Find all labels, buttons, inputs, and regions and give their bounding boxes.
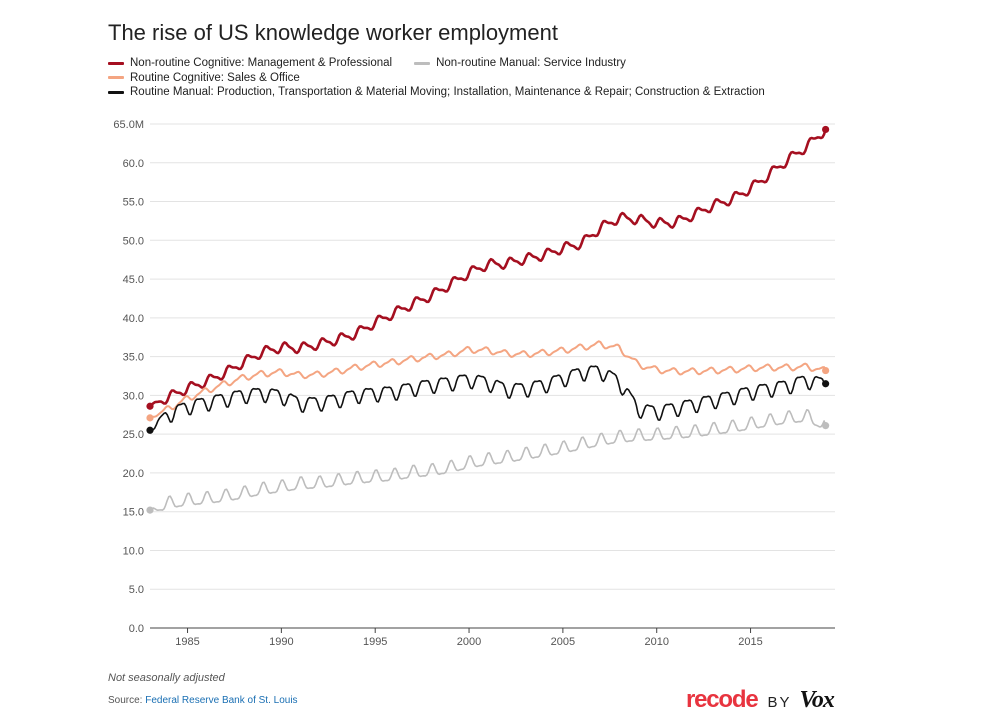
legend-label-routine-cognitive: Routine Cognitive: Sales & Office (130, 71, 300, 84)
legend-label-nonroutine-cognitive: Non-routine Cognitive: Management & Prof… (130, 57, 393, 70)
source-link[interactable]: Federal Reserve Bank of St. Louis (145, 695, 298, 706)
recode-logo: recode (686, 686, 759, 713)
y-tick-label: 40.0 (123, 313, 144, 325)
x-axis: 1985 1990 1995 2000 2005 2010 2015 (175, 628, 763, 648)
legend-label-routine-manual: Routine Manual: Production, Transportati… (130, 86, 765, 99)
series-lines (149, 129, 827, 511)
x-tick-label: 1990 (269, 636, 293, 648)
y-tick-label: 55.0 (123, 197, 144, 209)
chart-title: The rise of US knowledge worker employme… (108, 20, 558, 45)
x-tick-label: 2010 (644, 636, 668, 648)
legend-entry-routine-manual: Routine Manual: Production, Transportati… (108, 85, 765, 99)
y-tick-label: 0.0 (129, 623, 144, 635)
y-tick-label: 65.0M (113, 119, 144, 131)
x-tick-label: 2015 (738, 636, 762, 648)
series-line-3 (149, 365, 827, 432)
series-line-0 (149, 129, 827, 408)
y-tick-label: 5.0 (129, 584, 144, 596)
vox-logo: Vox (799, 687, 835, 713)
chart-legend: Non-routine Cognitive: Management & Prof… (108, 56, 787, 100)
series-start-point-1 (146, 506, 154, 514)
brand-by: BY (767, 694, 792, 711)
y-tick-label: 60.0 (123, 158, 144, 170)
legend-entry-nonroutine-cognitive: Non-routine Cognitive: Management & Prof… (108, 56, 392, 70)
legend-swatch-nonroutine-cognitive (108, 61, 124, 65)
y-tick-label: 50.0 (123, 235, 144, 247)
series-end-point-1 (822, 422, 830, 430)
y-tick-label: 15.0 (123, 507, 144, 519)
series-end-point-0 (822, 125, 830, 134)
legend-row-1: Non-routine Cognitive: Management & Prof… (108, 56, 787, 71)
x-tick-label: 2005 (551, 636, 575, 648)
y-tick-label: 10.0 (123, 545, 144, 557)
y-tick-label: 45.0 (123, 274, 144, 286)
series-start-point-2 (146, 414, 154, 422)
legend-row-3: Routine Manual: Production, Transportati… (108, 85, 787, 100)
legend-swatch-routine-manual (108, 90, 124, 94)
series-end-point-3 (822, 380, 830, 388)
y-tick-label: 35.0 (123, 352, 144, 364)
legend-entry-routine-cognitive: Routine Cognitive: Sales & Office (108, 71, 300, 85)
series-endpoints (146, 125, 830, 514)
series-start-point-0 (146, 402, 154, 410)
series-line-2 (149, 340, 827, 419)
legend-entry-nonroutine-manual: Non-routine Manual: Service Industry (414, 56, 626, 70)
legend-swatch-nonroutine-manual (414, 61, 431, 65)
series-end-point-2 (822, 366, 830, 375)
x-tick-label: 2000 (457, 636, 481, 648)
y-tick-label: 25.0 (123, 429, 144, 441)
series-line-1 (149, 409, 827, 511)
series-start-point-3 (146, 426, 154, 434)
chart-source: Source: Federal Reserve Bank of St. Loui… (108, 695, 298, 706)
x-tick-label: 1985 (175, 636, 199, 648)
y-axis: 65.0M 60.0 55.0 50.0 45.0 40.0 35.0 30.0 25.0 20.… (113, 119, 144, 635)
brand-logo: recode BY Vox (686, 686, 835, 714)
y-tick-label: 20.0 (123, 468, 144, 480)
source-prefix: Source: (108, 695, 146, 706)
legend-label-nonroutine-manual: Non-routine Manual: Service Industry (436, 57, 626, 70)
legend-row-2: Routine Cognitive: Sales & Office (108, 71, 787, 86)
y-tick-label: 30.0 (123, 390, 144, 402)
chart-note: Not seasonally adjusted (108, 672, 225, 684)
legend-swatch-routine-cognitive (108, 76, 124, 80)
x-tick-label: 1995 (363, 636, 387, 648)
